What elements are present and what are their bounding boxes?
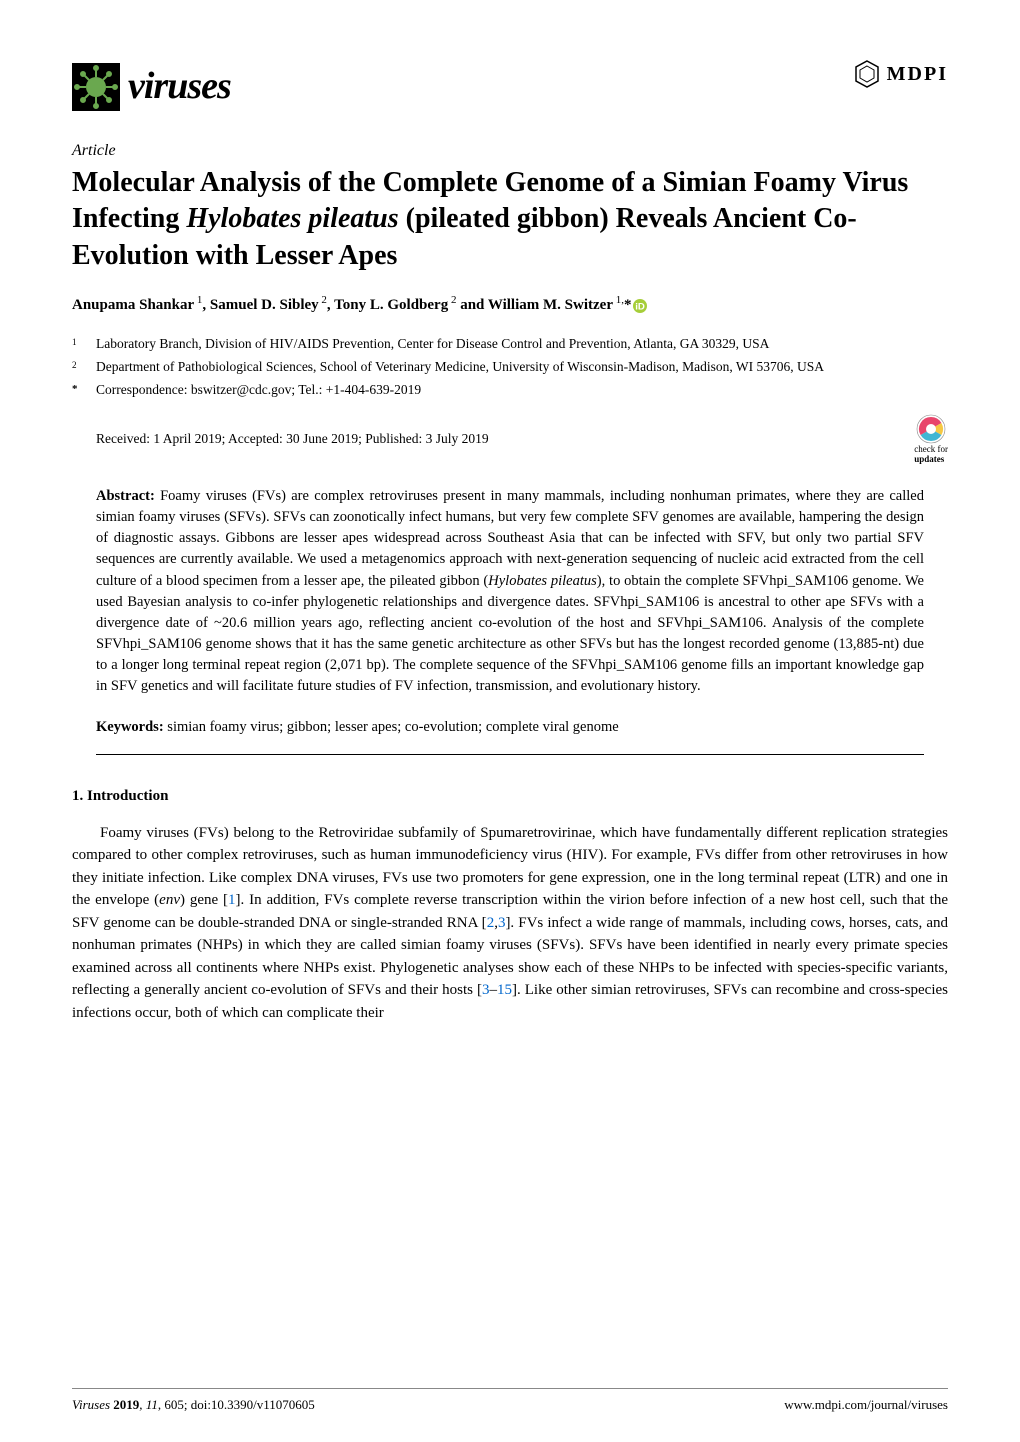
keywords-label: Keywords: xyxy=(96,719,164,735)
abstract-species: Hylobates pileatus xyxy=(488,573,597,589)
footer-rest: , 605; doi:10.3390/v11070605 xyxy=(158,1397,315,1412)
author-3: Tony L. Goldberg xyxy=(334,297,448,313)
svg-text:iD: iD xyxy=(636,301,646,312)
check-for-updates-link[interactable]: check for updates xyxy=(914,414,948,465)
p1-env: env xyxy=(159,892,180,908)
header-row: viruses MDPI xyxy=(72,58,948,115)
check-updates-text: check for updates xyxy=(914,445,948,465)
aff1-text: Laboratory Branch, Division of HIV/AIDS … xyxy=(96,335,948,355)
corr-marker: * xyxy=(72,383,78,395)
author-list: Anupama Shankar 1, Samuel D. Sibley 2, T… xyxy=(72,292,948,317)
author-4: and William M. Switzer xyxy=(460,297,613,313)
p1-b: ) gene [ xyxy=(180,892,228,908)
journal-name: viruses xyxy=(128,58,231,115)
footer-citation: Viruses 2019, 11, 605; doi:10.3390/v1107… xyxy=(72,1395,315,1415)
aff1-marker: 1 xyxy=(72,337,77,347)
correspondence: * Correspondence: bswitzer@cdc.gov; Tel.… xyxy=(72,381,948,400)
mdpi-icon xyxy=(851,58,883,90)
p1-dash: – xyxy=(490,982,498,998)
keywords: Keywords: simian foamy virus; gibbon; le… xyxy=(72,717,948,739)
section-1-heading: 1. Introduction xyxy=(72,785,948,808)
ref-link-1[interactable]: 1 xyxy=(228,892,236,908)
abstract-label: Abstract: xyxy=(96,488,155,504)
affiliation-1: 1 Laboratory Branch, Division of HIV/AID… xyxy=(72,335,948,355)
check-line2: updates xyxy=(914,455,948,465)
journal-logo: viruses xyxy=(72,58,231,115)
corr-text: Correspondence: bswitzer@cdc.gov; Tel.: … xyxy=(96,381,948,400)
aff2-text: Department of Pathobiological Sciences, … xyxy=(96,358,948,378)
author-2: Samuel D. Sibley xyxy=(210,297,319,313)
ref-link-5[interactable]: 15 xyxy=(497,982,512,998)
ref-link-4[interactable]: 3 xyxy=(482,982,490,998)
footer-journal: Viruses xyxy=(72,1397,110,1412)
corr-star: * xyxy=(624,297,632,313)
abstract-text-b: ), to obtain the complete SFVhpi_SAM106 … xyxy=(96,573,924,694)
virus-icon xyxy=(72,63,120,111)
keywords-rule xyxy=(96,754,924,755)
check-updates-icon xyxy=(916,414,946,444)
affiliation-2: 2 Department of Pathobiological Sciences… xyxy=(72,358,948,378)
article-type: Article xyxy=(72,139,948,163)
footer-vol: , 11 xyxy=(139,1397,158,1412)
keywords-text: simian foamy virus; gibbon; lesser apes;… xyxy=(164,719,619,735)
author-1: Anupama Shankar xyxy=(72,297,194,313)
title-species: Hylobates pileatus xyxy=(186,203,398,234)
affiliations: 1 Laboratory Branch, Division of HIV/AID… xyxy=(72,335,948,400)
footer-url: www.mdpi.com/journal/viruses xyxy=(784,1395,948,1415)
author-3-sup: 2 xyxy=(448,294,456,306)
footer-year: 2019 xyxy=(110,1397,139,1412)
author-4-sup: 1, xyxy=(613,294,624,306)
article-title: Molecular Analysis of the Complete Genom… xyxy=(72,165,948,274)
publication-dates: Received: 1 April 2019; Accepted: 30 Jun… xyxy=(96,429,489,449)
abstract: Abstract: Foamy viruses (FVs) are comple… xyxy=(72,486,948,696)
aff2-marker: 2 xyxy=(72,360,77,370)
orcid-icon[interactable]: iD xyxy=(633,299,647,313)
dates-row: Received: 1 April 2019; Accepted: 30 Jun… xyxy=(72,414,948,465)
publisher-name: MDPI xyxy=(887,59,948,89)
page-footer: Viruses 2019, 11, 605; doi:10.3390/v1107… xyxy=(72,1388,948,1415)
publisher-logo: MDPI xyxy=(851,58,948,90)
section-1-body: Foamy viruses (FVs) belong to the Retrov… xyxy=(72,822,948,1025)
author-2-sup: 2 xyxy=(319,294,327,306)
author-1-sup: 1 xyxy=(194,294,202,306)
